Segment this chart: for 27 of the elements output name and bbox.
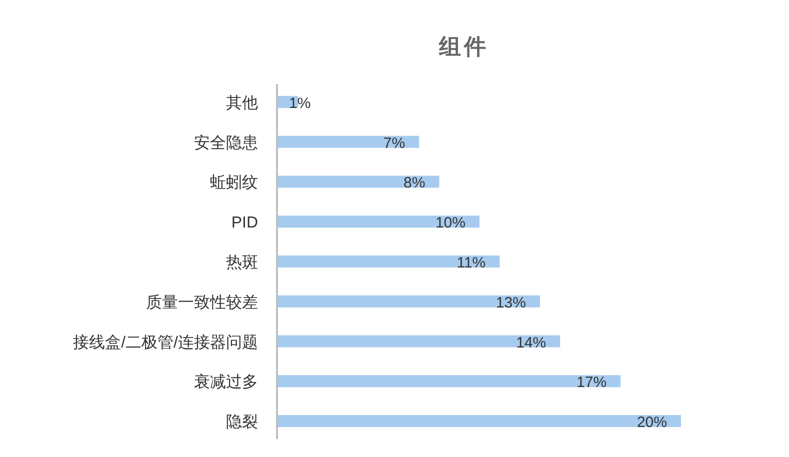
bar bbox=[278, 216, 480, 228]
bar bbox=[278, 375, 621, 388]
y-tick-label: 热斑 bbox=[226, 254, 258, 272]
data-label: 8% bbox=[404, 174, 426, 192]
bar bbox=[278, 176, 440, 188]
y-tick-label: 安全隐患 bbox=[194, 134, 258, 152]
y-tick-label: 其他 bbox=[226, 94, 258, 112]
data-label: 1% bbox=[289, 94, 311, 112]
bar bbox=[278, 256, 500, 268]
y-tick-label: 衰减过多 bbox=[194, 373, 258, 392]
data-label: 17% bbox=[576, 374, 607, 392]
bar bbox=[278, 335, 560, 348]
data-label: 7% bbox=[383, 134, 406, 152]
bar bbox=[278, 295, 540, 308]
data-label: 20% bbox=[636, 414, 667, 432]
y-tick-label: 隐裂 bbox=[226, 414, 258, 432]
y-tick-label: 蚯蚓纹 bbox=[210, 174, 258, 192]
data-label: 13% bbox=[496, 294, 526, 312]
data-label: 10% bbox=[435, 214, 466, 232]
y-tick-label: PID bbox=[231, 214, 258, 232]
data-label: 11% bbox=[456, 254, 486, 272]
y-tick-label: 质量一致性较差 bbox=[146, 293, 258, 312]
data-label: 14% bbox=[516, 334, 546, 352]
chart-title: 组件 bbox=[438, 34, 489, 59]
bar bbox=[278, 136, 420, 148]
y-tick-label: 接线盒/二极管/连接器问题 bbox=[73, 333, 258, 352]
bar bbox=[278, 415, 681, 428]
